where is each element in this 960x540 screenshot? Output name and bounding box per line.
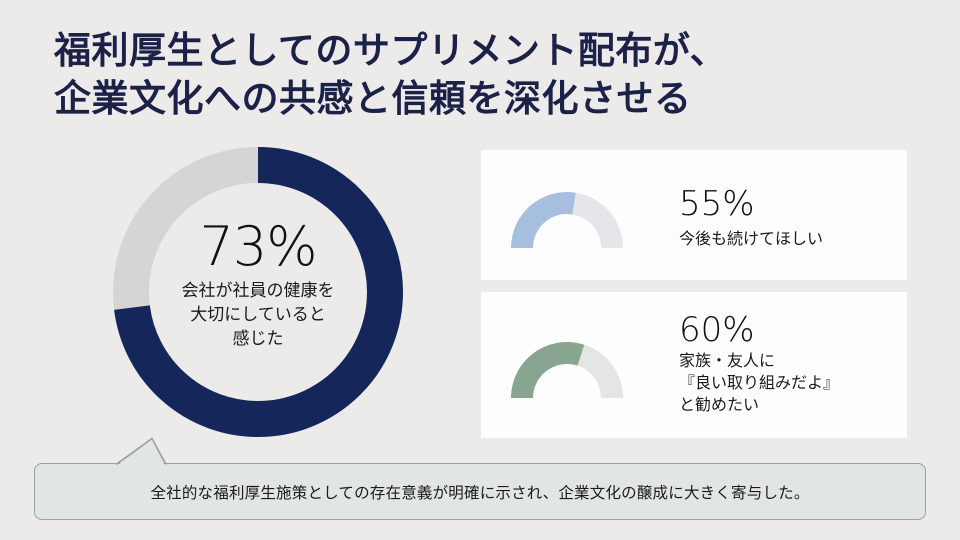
gauge-fill: [511, 342, 585, 398]
stat-percentage: 60%: [679, 310, 755, 350]
gauge-chart: [511, 191, 623, 248]
gauge-fill: [511, 191, 576, 248]
stat-label: 家族・友人に 『良い取り組みだよ』 と勧めたい: [679, 351, 840, 414]
donut-ring: [113, 147, 403, 437]
main-label: 会社が社員の健康を 大切にしていると 感じた: [181, 281, 335, 349]
title-line-1: 福利厚生としてのサプリメント配布が、: [54, 28, 728, 72]
page-title: 福利厚生としてのサプリメント配布が、 企業文化への共感と信頼を深化させる: [54, 26, 727, 122]
callout-tail-cover: [115, 437, 167, 466]
stat-percentage: 55%: [679, 184, 755, 224]
stat-card-recommend: 60% 家族・友人に 『良い取り組みだよ』 と勧めたい: [481, 292, 907, 438]
main-donut-chart: 73% 会社が社員の健康を 大切にしていると 感じた: [108, 142, 408, 442]
summary-text: 全社的な福利厚生施策としての存在意義が明確に示され、企業文化の醸成に大きく寄与し…: [150, 483, 810, 502]
donut-fill: [113, 147, 403, 437]
stat-label: 今後も続けてほしい: [679, 229, 824, 248]
stat-card-continue: 55% 今後も続けてほしい: [481, 150, 907, 280]
gauge-chart: [511, 342, 623, 398]
title-line-2: 企業文化への共感と信頼を深化させる: [54, 76, 692, 120]
main-percentage: 73%: [199, 215, 317, 278]
gauge-track: [577, 344, 623, 398]
summary-callout: 全社的な福利厚生施策としての存在意義が明確に示され、企業文化の醸成に大きく寄与し…: [34, 463, 926, 520]
gauge-track: [572, 192, 623, 248]
